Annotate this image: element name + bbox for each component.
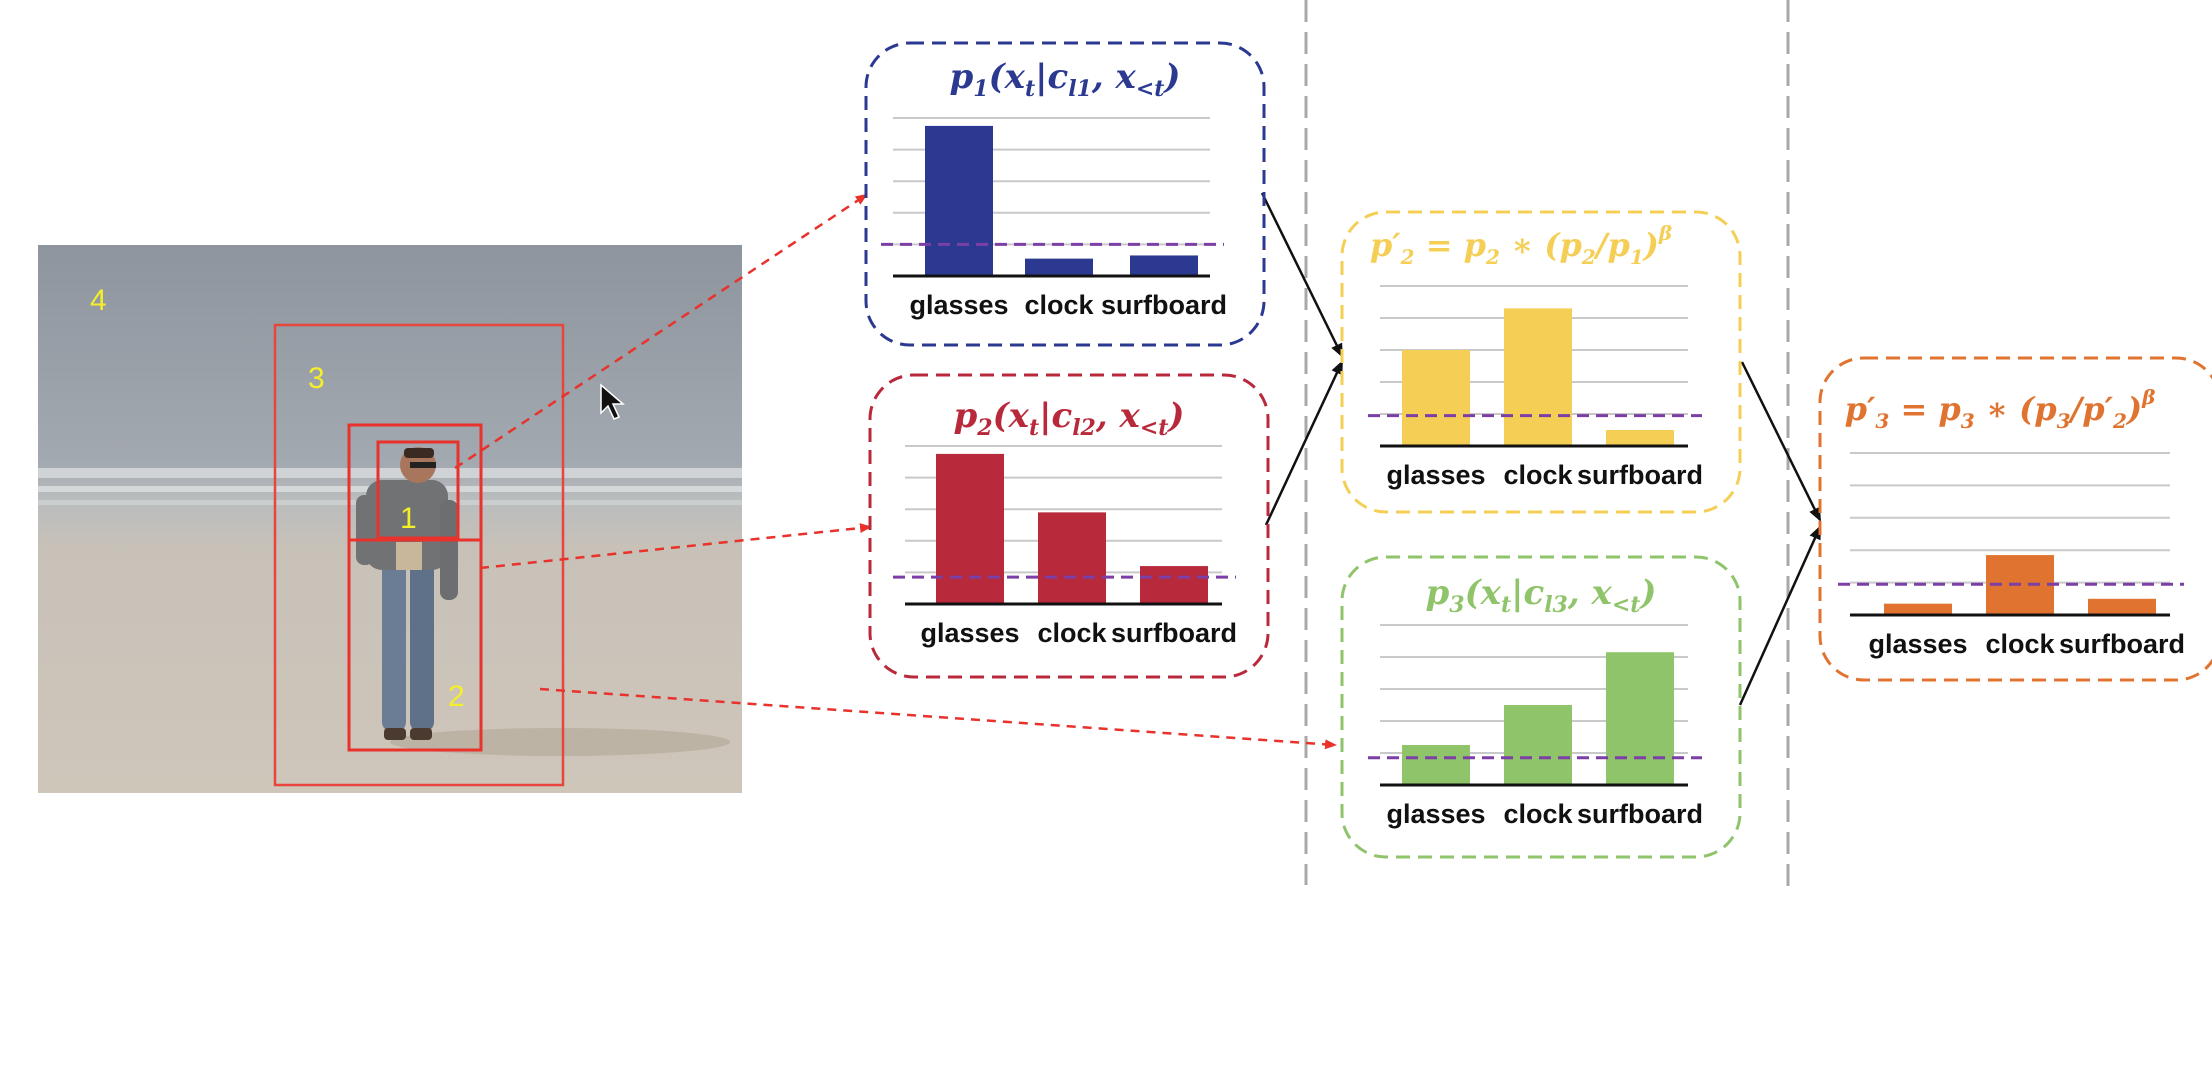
bar-surfboard [1606, 652, 1674, 785]
category-label: glasses [920, 618, 1019, 648]
panel-border [1340, 210, 1742, 514]
bar-glasses [925, 125, 993, 277]
panel-border [1340, 555, 1742, 859]
arrow-region3-to-p3 [539, 687, 1337, 750]
category-label: glasses [1386, 799, 1485, 829]
category-label: clock [1037, 618, 1107, 648]
panel-p2: glasses clock surfboard p2(xt|cl2, x<t) [868, 373, 1270, 679]
arrow-p2prime-to-p3prime [1740, 361, 1822, 522]
region-box-3 [273, 323, 565, 787]
panel-border [1818, 356, 2212, 682]
panel-formula: p′2 = p2 ∗ (p2/p1)β [1370, 221, 1672, 269]
bar-glasses [1402, 745, 1470, 785]
surf-band [38, 468, 742, 478]
bar-surfboard [1140, 566, 1208, 604]
region-label-2: 2 [448, 680, 465, 713]
arrow-region1-to-p1 [454, 193, 868, 470]
bar-clock [1504, 705, 1572, 785]
region-box-1 [376, 440, 460, 540]
panel-formula: p′3 = p3 ∗ (p3/p′2)β [1845, 385, 2156, 433]
region-box-2 [347, 538, 483, 752]
bar-glasses [1402, 350, 1470, 446]
panel-border [864, 41, 1266, 347]
bar-surfboard [1606, 430, 1674, 446]
person-shadow [390, 728, 730, 756]
category-label: clock [1024, 290, 1094, 320]
bar-surfboard [2088, 598, 2156, 615]
panel-p1: glasses clock surfboard p1(xt|cl1, x<t) [864, 41, 1266, 347]
bar-glasses [936, 453, 1004, 604]
category-label: glasses [1386, 460, 1485, 490]
category-label: surfboard [1111, 618, 1237, 648]
category-label: surfboard [2059, 629, 2185, 659]
bar-clock [1025, 258, 1093, 276]
panel-border [868, 373, 1270, 679]
arrow-p1-to-p2prime [1260, 192, 1344, 358]
panel-p2prime: glasses clock surfboard p′2 = p2 ∗ (p2/p1)β [1340, 210, 1742, 514]
region-label-4: 4 [90, 284, 107, 317]
category-label: clock [1503, 799, 1573, 829]
category-label: surfboard [1101, 290, 1227, 320]
category-label: glasses [1868, 629, 1967, 659]
region-label-1: 1 [400, 502, 417, 535]
panel-formula: p3(xt|cl3, x<t) [1425, 573, 1656, 618]
panel-formula: p1(xt|cl1, x<t) [949, 57, 1180, 102]
panel-p3: glasses clock surfboard p3(xt|cl3, x<t) [1340, 555, 1742, 859]
bar-glasses [1884, 603, 1952, 615]
category-label: clock [1985, 629, 2055, 659]
bar-clock [1504, 308, 1572, 446]
category-label: clock [1503, 460, 1573, 490]
bar-surfboard [1130, 255, 1198, 276]
mouse-cursor-icon [600, 383, 626, 420]
category-label: glasses [909, 290, 1008, 320]
arrow-p3-to-p3prime [1738, 525, 1822, 706]
arrow-p2-to-p2prime [1264, 360, 1344, 526]
category-label: surfboard [1577, 799, 1703, 829]
panel-formula: p2(xt|cl2, x<t) [953, 396, 1184, 441]
person-figure [356, 447, 458, 740]
arrow-region2-to-p2 [479, 523, 872, 570]
region-label-3: 3 [308, 362, 325, 395]
beach-photo: 4 3 1 2 [38, 245, 742, 793]
bar-clock [1038, 512, 1106, 604]
category-label: surfboard [1577, 460, 1703, 490]
panel-p3prime: glasses clock surfboard p′3 = p3 ∗ (p3/p′2)… [1818, 356, 2212, 682]
